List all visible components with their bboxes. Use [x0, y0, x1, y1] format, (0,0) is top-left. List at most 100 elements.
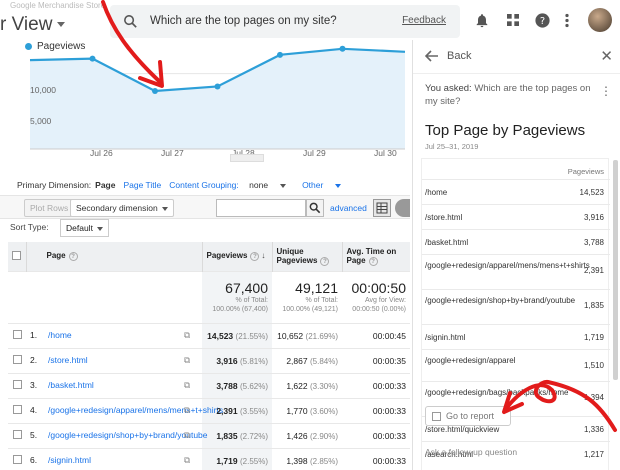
avatar[interactable]: [588, 8, 612, 32]
apps-icon[interactable]: [505, 12, 521, 28]
card-row[interactable]: /google+redesign/shop+by+brand/youtube 1,…: [422, 289, 610, 324]
bell-icon[interactable]: [474, 12, 490, 29]
data-point[interactable]: [277, 51, 283, 58]
card-row[interactable]: /home 14,523: [422, 179, 610, 204]
panel-date-range: Jul 25–31, 2019: [425, 142, 479, 151]
card-row[interactable]: /store.html 3,916: [422, 204, 610, 229]
card-row[interactable]: /basket.html 3,788: [422, 229, 610, 254]
chart-legend[interactable]: Pageviews: [25, 41, 85, 52]
secondary-dimension-dropdown[interactable]: Secondary dimension: [70, 199, 174, 217]
sort-type-dropdown[interactable]: Default: [60, 219, 109, 237]
table-row: 4. /google+redesign/apparel/mens/mens+t+s…: [8, 397, 410, 423]
select-all-cell: [8, 242, 27, 271]
row-checkbox[interactable]: [12, 380, 22, 389]
more-vert-icon[interactable]: [562, 12, 572, 29]
open-page-icon[interactable]: ⧉: [184, 430, 191, 440]
table-row: 6./signin.html ⧉ 1,719 (2.55%) 1,398 (2.85%…: [8, 447, 410, 470]
card-row[interactable]: /signin.html 1,719: [422, 324, 610, 349]
dimension-content-grouping[interactable]: Content Grouping: none: [169, 180, 294, 190]
view-selector[interactable]: r View: [0, 14, 66, 36]
help-icon[interactable]: ?: [320, 256, 330, 266]
sort-type-label: Sort Type:: [10, 222, 49, 232]
data-point[interactable]: [214, 83, 221, 90]
back-button[interactable]: Back: [425, 50, 471, 62]
select-all-checkbox[interactable]: [12, 250, 22, 260]
data-point[interactable]: [152, 87, 158, 94]
row-checkbox[interactable]: [12, 330, 22, 339]
col-unique-pageviews[interactable]: Unique Pageviews?: [272, 242, 343, 271]
row-pageviews-pct: (5.62%): [239, 381, 268, 391]
totals-pageviews: 67,400% of Total: 100.00% (67,400): [202, 270, 272, 323]
row-avg-time: 00:00:33: [342, 372, 410, 398]
open-page-icon[interactable]: ⧉: [184, 355, 191, 365]
row-number: 1.: [30, 330, 38, 340]
content-grouping-label: Content Grouping:: [169, 180, 239, 190]
row-pageviews: 1,719 (2.55%): [202, 447, 272, 470]
pageviews-chart: Pageviews 10,000 5,000: [0, 36, 410, 166]
totals-pageviews-sub: % of Total: 100.00% (67,400): [212, 297, 268, 313]
row-pageviews-pct: (5.81%): [239, 356, 268, 366]
report-icon: [432, 412, 441, 421]
panel-scrollbar[interactable]: [613, 160, 618, 380]
dimension-page[interactable]: Page: [95, 180, 116, 190]
row-page-link[interactable]: /google+redesign/apparel/mens/mens+t+shi…: [48, 405, 224, 415]
row-page-link[interactable]: /signin.html: [48, 455, 91, 466]
advanced-filter-link[interactable]: advanced: [330, 203, 367, 213]
help-icon[interactable]: ?: [250, 252, 260, 262]
table-filter-button[interactable]: [306, 199, 324, 217]
help-icon[interactable]: ?: [68, 252, 78, 262]
sort-desc-icon: ↓: [261, 251, 266, 261]
view-toggle-button[interactable]: [395, 199, 410, 217]
row-page-link[interactable]: /store.html: [48, 355, 88, 365]
close-icon[interactable]: ✕: [600, 48, 613, 65]
panel-header: Back ✕: [413, 40, 620, 74]
col-avg-time[interactable]: Avg. Time on Page?: [342, 242, 410, 271]
card-row[interactable]: /google+redesign/apparel 1,510: [422, 349, 610, 381]
help-icon[interactable]: ?: [368, 256, 378, 266]
row-checkbox[interactable]: [12, 430, 22, 439]
row-checkbox[interactable]: [12, 355, 22, 364]
row-page-link[interactable]: /home: [48, 330, 72, 340]
row-checkbox-cell: [8, 447, 26, 470]
row-number: 5.: [30, 430, 38, 440]
row-unique: 10,652 (21.69%): [272, 322, 342, 348]
panel-title: Top Page by Pageviews: [425, 122, 586, 139]
account-breadcrumb[interactable]: Google Merchandise Store: [10, 1, 106, 10]
chart-resize-handle[interactable]: [230, 154, 264, 162]
row-page-cell: 1. /home ⧉: [26, 322, 202, 348]
card-row[interactable]: /google+redesign/apparel/mens/mens+t+shi…: [422, 254, 610, 289]
data-point[interactable]: [339, 45, 346, 52]
card-row[interactable]: /asearch.html 1,217: [422, 441, 610, 466]
table-view-button[interactable]: [373, 199, 391, 217]
data-point[interactable]: [89, 55, 96, 62]
open-page-icon[interactable]: ⧉: [184, 405, 191, 415]
row-page-link[interactable]: /basket.html: [48, 380, 94, 390]
card-row-page: /signin.html: [425, 333, 466, 342]
plot-rows-button[interactable]: Plot Rows: [24, 199, 75, 217]
table-header-row: Page? Pageviews? ↓ Unique Pageviews? Avg.…: [8, 242, 410, 271]
insights-panel: Back ✕ You asked: Which are the top page…: [412, 40, 620, 470]
row-avg-time: 00:00:33: [342, 397, 410, 423]
content-grouping-value: none: [249, 180, 269, 190]
col-page[interactable]: Page?: [26, 242, 203, 271]
help-icon[interactable]: ?: [534, 12, 551, 29]
totals-unique: 49,121% of Total: 100.00% (49,121): [272, 270, 342, 323]
feedback-link[interactable]: Feedback: [402, 15, 446, 26]
arrow-back-icon: [425, 50, 438, 62]
dimension-page-title[interactable]: Page Title: [123, 180, 162, 190]
open-page-icon[interactable]: ⧉: [184, 330, 191, 340]
row-checkbox[interactable]: [12, 455, 22, 465]
open-page-icon[interactable]: ⧉: [184, 380, 191, 390]
search-bar[interactable]: Which are the top pages on my site? Feed…: [110, 5, 460, 38]
totals-blank: [26, 270, 202, 323]
col-pageviews[interactable]: Pageviews? ↓: [202, 242, 273, 271]
row-checkbox[interactable]: [12, 405, 22, 414]
table-filter-input[interactable]: [216, 199, 306, 217]
row-page-link[interactable]: /google+redesign/shop+by+brand/youtube: [48, 430, 208, 440]
dimension-other[interactable]: Other: [302, 180, 349, 190]
row-unique-pct: (3.30%): [309, 381, 338, 391]
more-vert-icon[interactable]: ⋮: [600, 84, 612, 98]
open-page-icon[interactable]: ⧉: [184, 455, 191, 466]
go-to-report-button[interactable]: Go to report: [425, 406, 511, 426]
asked-question: You asked: Which are the top pages on my…: [425, 82, 593, 108]
